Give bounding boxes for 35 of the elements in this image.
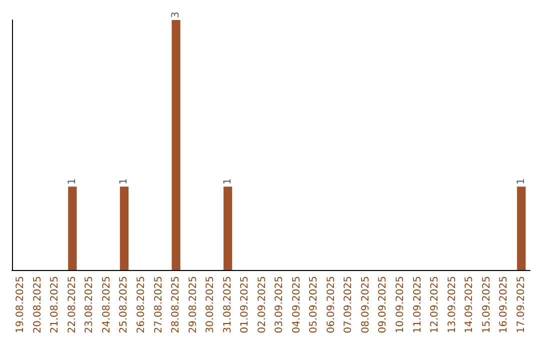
x-tick-label: 15.09.2025 bbox=[481, 276, 492, 334]
x-tick-label: 24.08.2025 bbox=[101, 276, 112, 334]
x-tick-label: 21.08.2025 bbox=[50, 276, 61, 334]
x-tick-label: 14.09.2025 bbox=[464, 276, 476, 334]
x-tick-label: 09.09.2025 bbox=[378, 276, 389, 334]
x-tick-label: 10.09.2025 bbox=[395, 276, 406, 334]
data-label: 1 bbox=[118, 178, 130, 185]
x-tick-label: 11.09.2025 bbox=[412, 276, 424, 334]
x-tick-label: 25.08.2025 bbox=[118, 276, 130, 334]
x-tick-label: 23.08.2025 bbox=[84, 276, 96, 334]
x-tick-label: 16.09.2025 bbox=[498, 276, 510, 334]
x-tick-label: 17.09.2025 bbox=[516, 276, 527, 334]
x-tick-label: 19.08.2025 bbox=[15, 276, 26, 334]
data-label: 3 bbox=[170, 12, 182, 18]
x-tick-label: 31.08.2025 bbox=[222, 276, 234, 334]
data-label: 1 bbox=[66, 178, 78, 185]
x-tick-label: 05.09.2025 bbox=[308, 276, 320, 334]
x-tick-label: 30.08.2025 bbox=[205, 276, 216, 334]
x-tick-label: 27.08.2025 bbox=[153, 276, 164, 334]
x-tick-label: 07.09.2025 bbox=[343, 276, 354, 334]
x-tick-label: 28.08.2025 bbox=[170, 276, 182, 334]
x-tick-label: 08.09.2025 bbox=[360, 276, 372, 334]
x-tick-label: 26.08.2025 bbox=[136, 276, 147, 334]
x-tick-label: 12.09.2025 bbox=[430, 276, 441, 334]
x-tick-label: 03.09.2025 bbox=[274, 276, 286, 334]
x-tick-label: 04.09.2025 bbox=[291, 276, 302, 334]
x-tick-label: 20.08.2025 bbox=[32, 276, 44, 334]
x-tick-label: 13.09.2025 bbox=[446, 276, 458, 334]
x-tick-label: 22.08.2025 bbox=[66, 276, 78, 334]
x-tick-label: 06.09.2025 bbox=[326, 276, 337, 334]
data-label: 1 bbox=[516, 178, 527, 185]
x-tick-label: 29.08.2025 bbox=[188, 276, 199, 334]
data-label: 1 bbox=[222, 178, 234, 185]
x-tick-label: 02.09.2025 bbox=[256, 276, 268, 334]
x-tick-label: 01.09.2025 bbox=[240, 276, 251, 334]
